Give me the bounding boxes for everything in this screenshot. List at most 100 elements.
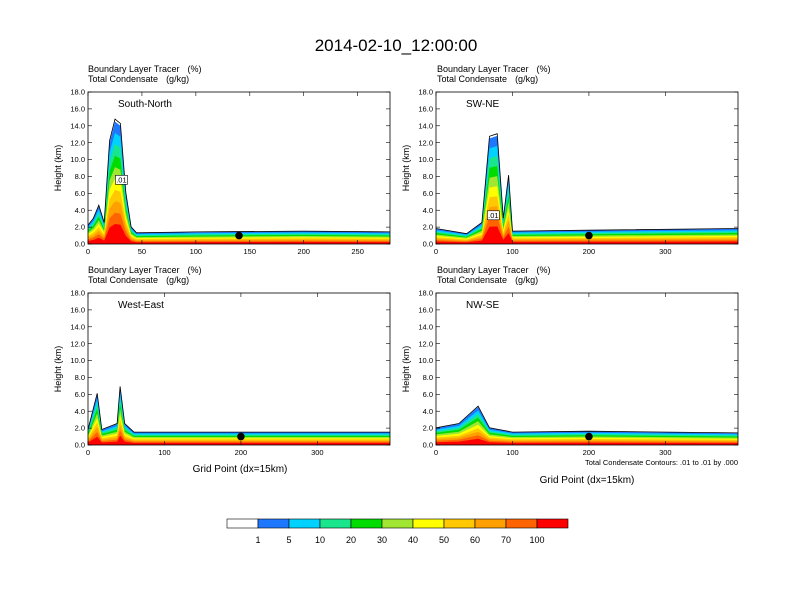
y-tick-label: 6.0 bbox=[423, 189, 433, 198]
y-tick-label: 8.0 bbox=[423, 172, 433, 181]
y-tick-label: 14.0 bbox=[418, 322, 433, 331]
figure-title: 2014-02-10_12:00:00 bbox=[315, 36, 478, 55]
plot-area bbox=[436, 293, 738, 445]
colorbar-label: 100 bbox=[529, 535, 544, 545]
colorbar-swatch bbox=[319, 518, 352, 529]
panel-header-4: Boundary Layer Tracer (%) Total Condensat… bbox=[437, 265, 551, 285]
colorbar-swatch bbox=[226, 518, 259, 529]
y-tick-label: 4.0 bbox=[423, 407, 433, 416]
colorbar-swatch bbox=[443, 518, 476, 529]
y-tick-label: 12.0 bbox=[418, 138, 433, 147]
colorbar-label: 30 bbox=[377, 535, 387, 545]
panel-header-3: Boundary Layer Tracer (%) Total Condensat… bbox=[88, 265, 202, 285]
y-tick-label: 0.0 bbox=[75, 240, 85, 249]
colorbar-swatch bbox=[474, 518, 507, 529]
tracer-field bbox=[436, 405, 738, 445]
y-tick-label: 18.0 bbox=[70, 289, 85, 298]
x-tick-label: 100 bbox=[190, 247, 203, 256]
svg-text:Boundary Layer Tracer(%): Boundary Layer Tracer (%) bbox=[437, 265, 551, 275]
y-tick-label: 18.0 bbox=[70, 88, 85, 97]
condensate-contour bbox=[436, 133, 738, 235]
tracer-layer-100 bbox=[88, 224, 390, 244]
y-tick-label: 0.0 bbox=[423, 441, 433, 450]
y-tick-label: 4.0 bbox=[75, 206, 85, 215]
x-tick-label: 150 bbox=[244, 247, 257, 256]
x-tick-label: 200 bbox=[297, 247, 310, 256]
x-tick-label: 200 bbox=[583, 247, 596, 256]
panel-label: SW-NE bbox=[466, 99, 499, 110]
panel-3: 0.0 2.0 4.0 6.0 8.0 10.0 12.0 14.0 16.0 18.0 0 100 2… bbox=[53, 289, 391, 457]
y-tick-label: 10.0 bbox=[418, 155, 433, 164]
y-tick-label: 2.0 bbox=[423, 223, 433, 232]
y-tick-label: 4.0 bbox=[423, 206, 433, 215]
x-tick-label: 0 bbox=[86, 448, 90, 457]
contour-note: Total Condensate Contours: .01 to .01 by… bbox=[585, 458, 738, 467]
x-tick-label: 300 bbox=[311, 448, 324, 457]
x-tick-label: 50 bbox=[138, 247, 146, 256]
colorbar-label: 20 bbox=[346, 535, 356, 545]
panel-1: .01 0.0 2.0 4.0 6.0 8.0 10.0 12.0 14.0 16.0 18.0 0 5… bbox=[53, 88, 391, 256]
colorbar-swatch bbox=[257, 518, 290, 529]
y-tick-label: 14.0 bbox=[418, 121, 433, 130]
plot-area bbox=[436, 92, 738, 244]
colorbar-label: 40 bbox=[408, 535, 418, 545]
svg-text:Boundary Layer Tracer(%): Boundary Layer Tracer (%) bbox=[88, 64, 202, 74]
panels: .01 0.0 2.0 4.0 6.0 8.0 10.0 12.0 14.0 16.0 18.0 0 5… bbox=[53, 88, 739, 457]
x-tick-label: 200 bbox=[235, 448, 248, 457]
y-tick-label: 12.0 bbox=[70, 138, 85, 147]
y-tick-label: 6.0 bbox=[75, 189, 85, 198]
x-tick-label: 200 bbox=[583, 448, 596, 457]
condensate-contour bbox=[88, 118, 390, 234]
plot-frame bbox=[435, 91, 739, 245]
colorbar-swatch bbox=[505, 518, 538, 529]
colorbar-label: 10 bbox=[315, 535, 325, 545]
svg-text:Boundary Layer Tracer(%): Boundary Layer Tracer (%) bbox=[437, 64, 551, 74]
y-tick-label: 18.0 bbox=[418, 88, 433, 97]
colorbar-swatch bbox=[288, 518, 321, 529]
x-tick-label: 0 bbox=[434, 448, 438, 457]
tracer-layer-100 bbox=[436, 226, 738, 244]
plot-frame bbox=[87, 292, 391, 446]
y-tick-label: 2.0 bbox=[423, 424, 433, 433]
plot-area bbox=[88, 92, 390, 244]
condensate-contour bbox=[436, 405, 738, 434]
panel-2: .01 0.0 2.0 4.0 6.0 8.0 10.0 12.0 14.0 16.0 18.0 0 1… bbox=[401, 88, 739, 256]
contour-label: .01 bbox=[116, 175, 126, 184]
y-tick-label: 8.0 bbox=[75, 172, 85, 181]
y-tick-label: 12.0 bbox=[70, 339, 85, 348]
y-tick-label: 14.0 bbox=[70, 121, 85, 130]
panel-header-1: Boundary Layer Tracer (%) Total Condensat… bbox=[88, 64, 202, 84]
location-marker bbox=[237, 432, 245, 441]
svg-text:Total Condensate(g/kg): Total Condensate (g/kg) bbox=[88, 74, 189, 84]
x-axis-label-right: Grid Point (dx=15km) bbox=[540, 475, 635, 486]
location-marker bbox=[235, 231, 243, 240]
x-tick-label: 0 bbox=[434, 247, 438, 256]
y-tick-label: 16.0 bbox=[70, 104, 85, 113]
x-tick-label: 250 bbox=[351, 247, 364, 256]
panel-label: West-East bbox=[118, 300, 164, 311]
x-tick-label: 300 bbox=[659, 448, 672, 457]
svg-text:Total Condensate(g/kg): Total Condensate (g/kg) bbox=[88, 275, 189, 285]
colorbar: 1 5 10 20 30 40 50 60 70 100 bbox=[226, 518, 569, 545]
y-tick-label: 10.0 bbox=[418, 356, 433, 365]
contour-label-box bbox=[115, 175, 128, 185]
x-tick-label: 300 bbox=[659, 247, 672, 256]
svg-text:Total Condensate(g/kg): Total Condensate (g/kg) bbox=[437, 275, 538, 285]
colorbar-label: 5 bbox=[286, 535, 291, 545]
y-tick-label: 6.0 bbox=[423, 390, 433, 399]
x-tick-label: 100 bbox=[158, 448, 171, 457]
contour-label-box bbox=[487, 210, 500, 221]
y-tick-label: 16.0 bbox=[418, 104, 433, 113]
colorbar-swatch bbox=[350, 518, 383, 529]
y-tick-label: 16.0 bbox=[418, 305, 433, 314]
y-tick-label: 0.0 bbox=[423, 240, 433, 249]
contour-label: .01 bbox=[488, 211, 498, 220]
y-tick-label: 10.0 bbox=[70, 356, 85, 365]
y-tick-label: 14.0 bbox=[70, 322, 85, 331]
y-axis-label: Height (km) bbox=[401, 346, 411, 393]
y-tick-label: 18.0 bbox=[418, 289, 433, 298]
plot-frame bbox=[435, 292, 739, 446]
condensate-contour bbox=[88, 386, 390, 433]
y-tick-label: 12.0 bbox=[418, 339, 433, 348]
